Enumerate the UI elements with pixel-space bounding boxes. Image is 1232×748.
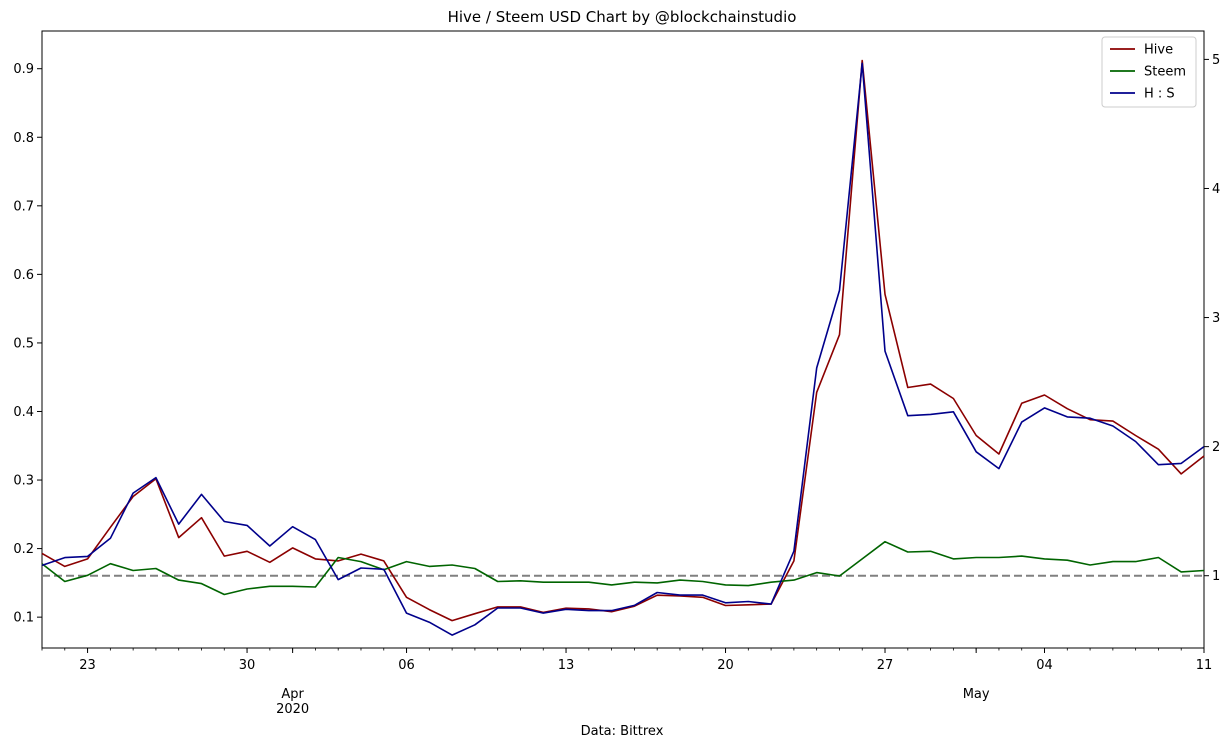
x-axis-label: Data: Bittrex (581, 724, 664, 739)
x-tick-label: May (963, 687, 990, 702)
y-left-tick-label: 0.7 (13, 199, 34, 214)
x-tick-label: 23 (79, 658, 96, 673)
x-tick-label: 11 (1196, 658, 1213, 673)
y-right-tick-label: 2 (1212, 440, 1220, 455)
legend-label: H : S (1144, 87, 1175, 102)
y-left-tick-label: 0.9 (13, 62, 34, 77)
y-left-tick-label: 0.6 (13, 268, 34, 283)
x-tick-label: 06 (398, 658, 415, 673)
x-tick-label: 13 (558, 658, 575, 673)
x-tick-label: 30 (239, 658, 256, 673)
y-left-tick-label: 0.3 (13, 474, 34, 489)
x-tick-sublabel: 2020 (276, 702, 309, 717)
legend-box (1101, 36, 1197, 108)
y-left-tick-label: 0.2 (13, 542, 34, 557)
series-line-steem (41, 540, 1205, 596)
series-line-hive (41, 59, 1205, 622)
y-left-tick-label: 0.8 (13, 131, 34, 146)
y-right-tick-label: 5 (1212, 53, 1220, 68)
x-tick-label: 04 (1036, 658, 1053, 673)
legend-label: Hive (1144, 43, 1173, 58)
legend-label: Steem (1144, 65, 1186, 80)
x-tick-label: 27 (877, 658, 894, 673)
y-left-tick-label: 0.1 (13, 611, 34, 626)
y-right-tick-label: 3 (1212, 311, 1220, 326)
y-right-tick-label: 4 (1212, 182, 1220, 197)
x-tick-label: Apr (281, 687, 304, 702)
y-right-tick-label: 1 (1212, 569, 1220, 584)
chart-title: Hive / Steem USD Chart by @blockchainstu… (448, 8, 797, 26)
x-tick-label: 20 (717, 658, 734, 673)
series-line-h-s (41, 62, 1205, 636)
plot-area (41, 30, 1205, 649)
y-left-tick-label: 0.4 (13, 405, 34, 420)
y-left-tick-label: 0.5 (13, 336, 34, 351)
